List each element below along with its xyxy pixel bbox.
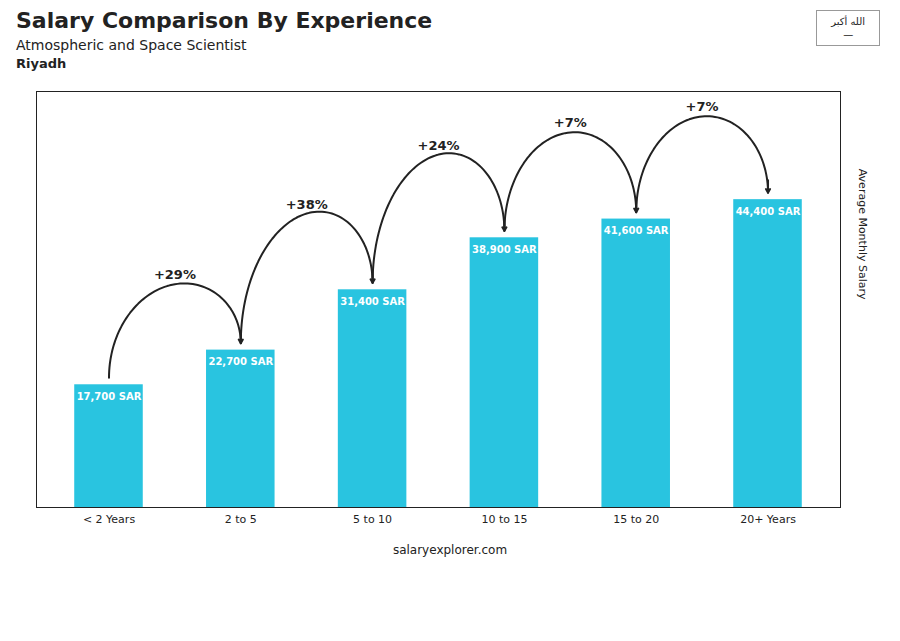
svg-text:+24%: +24%	[417, 138, 459, 153]
svg-text:20+ Years: 20+ Years	[740, 513, 796, 526]
html-text:Atmospheric and Space Scientis: Atmospheric and Space Scientist	[16, 37, 247, 53]
html-text:salaryexplorer.com: salaryexplorer.com	[392, 543, 508, 557]
svg-text:22,700 SAR: 22,700 SAR	[208, 356, 273, 367]
html-text:Salary Comparison By Experienc: Salary Comparison By Experience	[16, 8, 433, 33]
svg-text:5 to 10: 5 to 10	[353, 513, 392, 526]
svg-text:17,700 SAR: 17,700 SAR	[77, 391, 142, 402]
svg-text:15 to 20: 15 to 20	[613, 513, 659, 526]
svg-text:+7%: +7%	[554, 115, 587, 130]
svg-text:< 2 Years: < 2 Years	[83, 513, 135, 526]
svg-text:+29%: +29%	[154, 267, 196, 282]
svg-text:+38%: +38%	[286, 197, 328, 212]
svg-text:38,900 SAR: 38,900 SAR	[472, 244, 537, 255]
svg-text:2 to 5: 2 to 5	[225, 513, 257, 526]
html-text:Riyadh: Riyadh	[16, 56, 67, 71]
html-text:الله أكبر: الله أكبر	[831, 16, 865, 27]
svg-text:41,600 SAR: 41,600 SAR	[604, 225, 669, 236]
svg-text:31,400 SAR: 31,400 SAR	[340, 296, 405, 307]
svg-text:+7%: +7%	[686, 99, 719, 114]
svg-text:10 to 15: 10 to 15	[481, 513, 527, 526]
svg-text:Average Monthly Salary: Average Monthly Salary	[856, 169, 869, 300]
svg-text:44,400 SAR: 44,400 SAR	[736, 206, 801, 217]
